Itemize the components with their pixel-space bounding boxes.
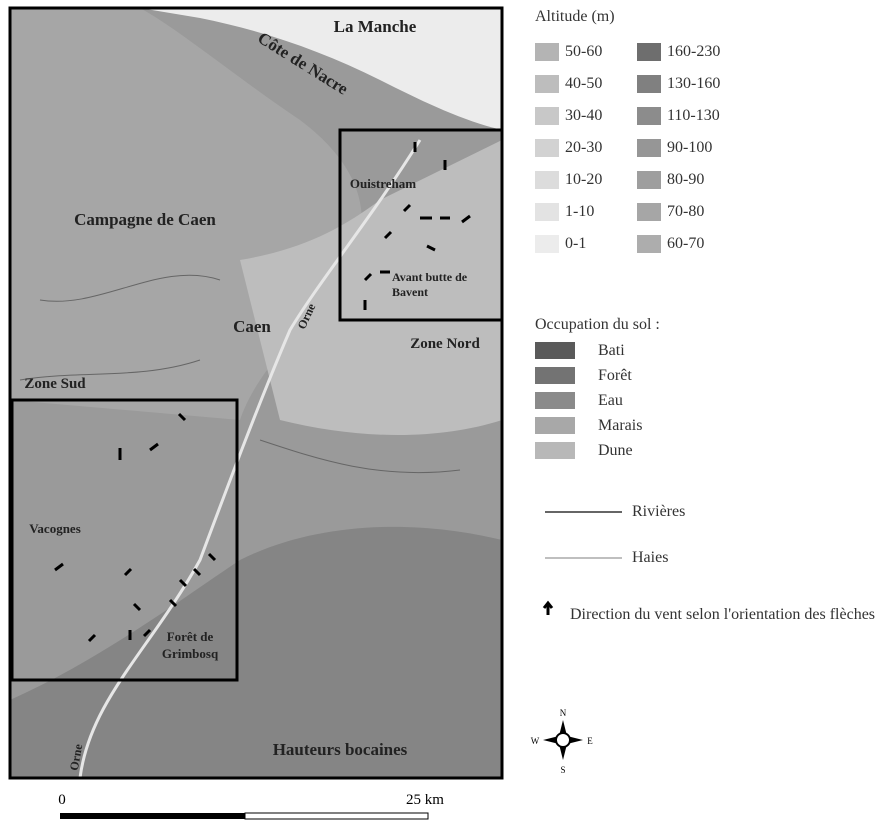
legend-label: 20-30	[565, 139, 602, 157]
legend-label: 10-20	[565, 171, 602, 189]
legend-swatch	[535, 171, 559, 189]
legend-label: 160-230	[667, 43, 720, 61]
legend-swatch	[535, 139, 559, 157]
map-label: La Manche	[334, 17, 417, 36]
compass-label: E	[587, 736, 593, 746]
map-label: Campagne de Caen	[74, 210, 216, 229]
legend-label: 1-10	[565, 203, 594, 221]
legend-title: Altitude (m)	[535, 8, 615, 26]
legend-title: Occupation du sol :	[535, 316, 660, 334]
legend-label: 80-90	[667, 171, 704, 189]
legend-label: Bati	[598, 342, 625, 360]
legend-swatch	[535, 442, 575, 459]
map-label-box: Avant butte de Bavent	[392, 270, 482, 310]
map-label: Ouistreham	[350, 176, 416, 191]
map-label: Avant butte de Bavent	[392, 270, 482, 300]
scale-bar	[245, 813, 428, 819]
legend-label: 0-1	[565, 235, 586, 253]
legend-label: 110-130	[667, 107, 720, 125]
legend-label: Marais	[598, 417, 642, 435]
map-label: Vacognes	[29, 521, 81, 536]
legend-swatch	[637, 75, 661, 93]
legend-label: 40-50	[565, 75, 602, 93]
legend-swatch	[637, 171, 661, 189]
map: La Manche Côte de Nacre Campagne de Caen…	[0, 0, 889, 820]
legend-label: Direction du vent selon l'orientation de…	[570, 602, 885, 627]
legend-swatch	[637, 139, 661, 157]
map-label: Hauteurs bocaines	[273, 740, 408, 759]
scale-label: 25 km	[406, 792, 444, 808]
legend-label: 30-40	[565, 107, 602, 125]
map-label: Forêt de Grimbosq	[150, 628, 230, 662]
compass-label: W	[531, 736, 540, 746]
legend-label: 70-80	[667, 203, 704, 221]
legend-swatch	[637, 235, 661, 253]
compass-label: N	[560, 708, 567, 718]
legend-swatch	[535, 203, 559, 221]
legend-label: Rivières	[632, 503, 685, 521]
legend-label: Forêt	[598, 367, 632, 385]
legend-swatch	[535, 392, 575, 409]
legend-swatch	[535, 107, 559, 125]
legend-swatch	[637, 203, 661, 221]
legend-swatch	[535, 367, 575, 384]
legend-swatch	[535, 417, 575, 434]
scale-bar	[60, 813, 245, 819]
legend-label: 50-60	[565, 43, 602, 61]
legend-label: Haies	[632, 549, 668, 567]
legend-label: Dune	[598, 442, 633, 460]
legend-swatch	[535, 43, 559, 61]
legend-swatch	[637, 43, 661, 61]
map-label-box: Forêt de Grimbosq	[150, 628, 230, 668]
compass-label: S	[560, 765, 565, 775]
compass: N S W E	[531, 708, 594, 775]
legend-swatch	[535, 342, 575, 359]
scale-label: 0	[58, 792, 66, 808]
map-label: Caen	[233, 317, 271, 336]
map-label: Zone Nord	[410, 336, 480, 352]
legend-label: 60-70	[667, 235, 704, 253]
legend-swatch	[535, 235, 559, 253]
legend-label: Eau	[598, 392, 623, 410]
page: La Manche Côte de Nacre Campagne de Caen…	[0, 0, 889, 820]
legend-swatch	[637, 107, 661, 125]
legend-swatch	[535, 75, 559, 93]
wind-symbol	[544, 603, 552, 615]
legend-label: 130-160	[667, 75, 720, 93]
legend-label: 90-100	[667, 139, 712, 157]
map-label: Zone Sud	[24, 376, 86, 392]
